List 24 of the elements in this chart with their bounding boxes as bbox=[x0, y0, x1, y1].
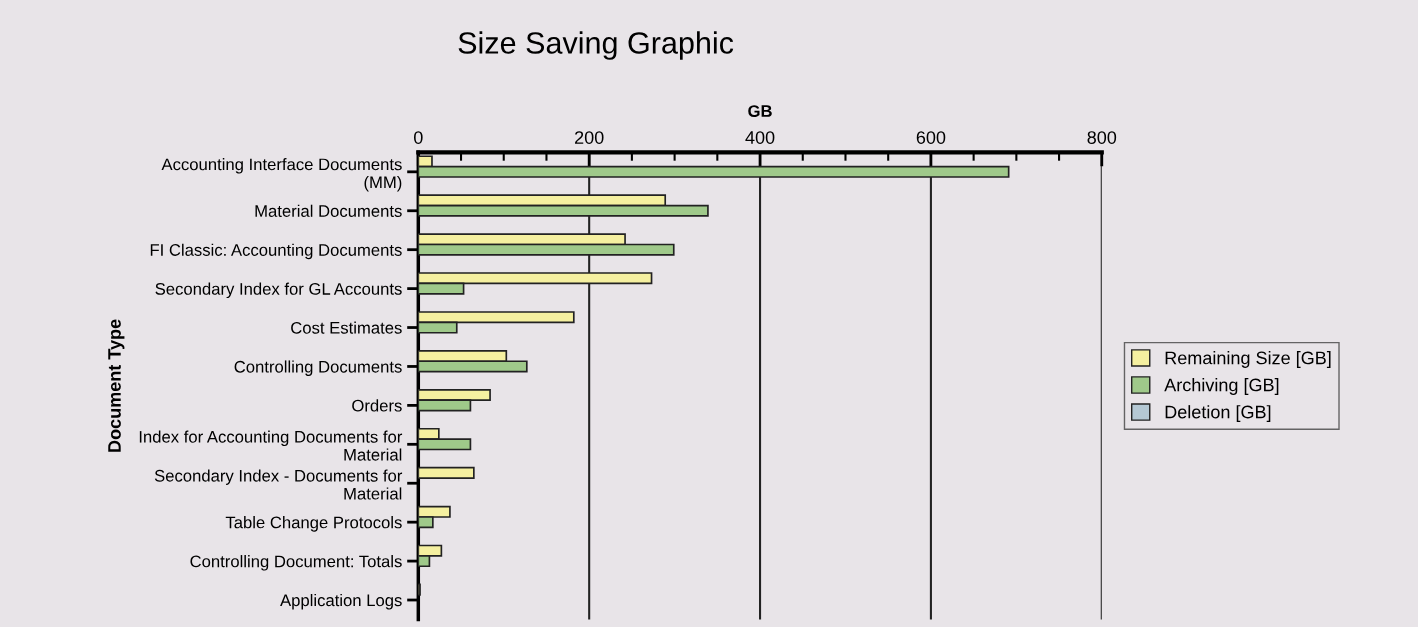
x-tick-label: 200 bbox=[575, 131, 604, 144]
y-tick-label: FI Classic: Accounting Documents bbox=[150, 243, 402, 260]
y-tick-label: Accounting Interface Documents (MM) bbox=[161, 158, 402, 192]
legend-label: Remaining Size [GB] bbox=[1165, 351, 1331, 368]
y-axis-title: Document Type bbox=[108, 319, 125, 452]
y-tick-label: Table Change Protocols bbox=[225, 516, 402, 532]
legend-label: Deletion [GB] bbox=[1165, 405, 1271, 422]
x-tick-label: 800 bbox=[1087, 131, 1117, 144]
y-tick-label: Controlling Documents bbox=[234, 360, 402, 376]
y-tick-label: Material Documents bbox=[255, 204, 402, 217]
y-tick-label: Orders bbox=[352, 399, 402, 412]
x-tick-label: 600 bbox=[916, 131, 946, 144]
y-tick-label: Index for Accounting Documents for Material bbox=[139, 430, 403, 461]
x-axis-title: GB bbox=[748, 105, 772, 117]
bar bbox=[418, 466, 475, 479]
chart-title: Size Saving Graphic bbox=[458, 31, 734, 60]
y-tick-label: Secondary Index for GL Accounts bbox=[155, 282, 402, 299]
legend-label: Archiving [GB] bbox=[1164, 378, 1279, 395]
y-tick-label: Cost Estimates bbox=[291, 321, 402, 334]
y-tick-label: Application Logs bbox=[280, 593, 402, 610]
y-tick-label: Secondary Index - Documents for Material bbox=[154, 469, 403, 500]
x-tick-label: 400 bbox=[745, 131, 775, 144]
x-tick-label: 0 bbox=[414, 131, 423, 144]
y-tick-label: Controlling Document: Totals bbox=[190, 555, 402, 571]
